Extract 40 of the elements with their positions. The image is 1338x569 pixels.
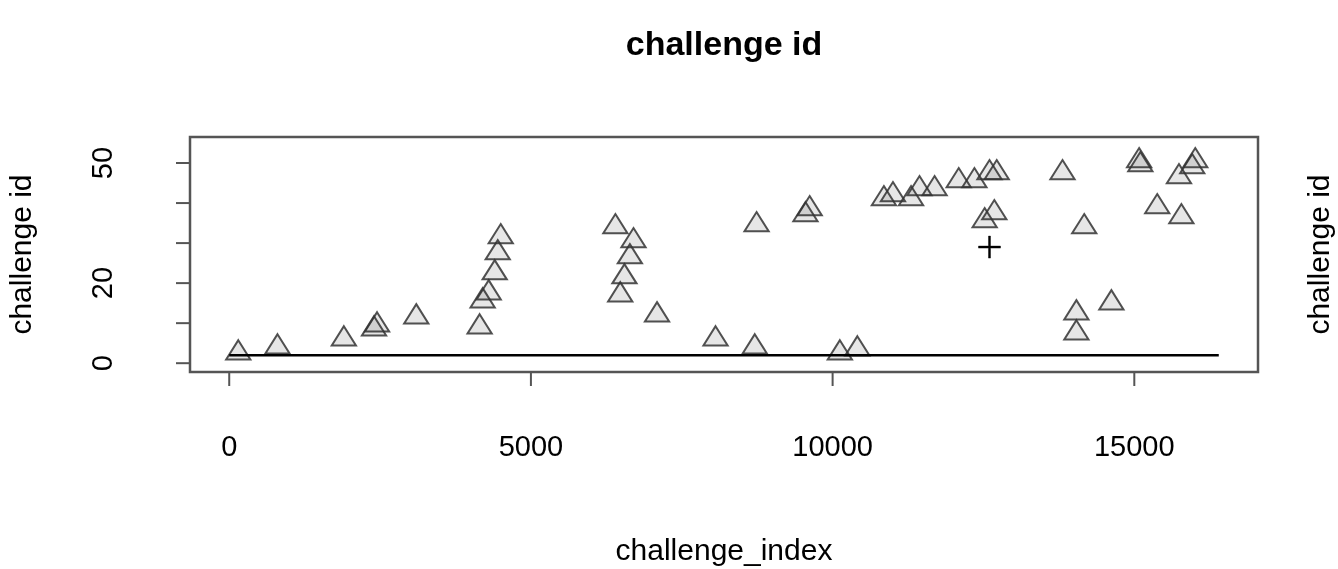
- x-tick-label: 0: [221, 430, 238, 462]
- point: [921, 175, 948, 197]
- point: [1182, 147, 1209, 169]
- point: [796, 195, 823, 217]
- point: [481, 259, 508, 281]
- point: [1098, 289, 1125, 311]
- point: [961, 167, 988, 189]
- point: [983, 159, 1010, 181]
- point: [1165, 163, 1193, 185]
- x-axis-title: challenge_index: [615, 533, 833, 566]
- point: [1063, 319, 1090, 341]
- point: [741, 333, 768, 355]
- point: [702, 325, 729, 347]
- x-tick-label: 5000: [498, 430, 564, 462]
- point: [330, 325, 357, 347]
- point: [1168, 203, 1195, 225]
- point: [487, 223, 514, 245]
- point: [1049, 159, 1076, 181]
- point: [1144, 193, 1171, 215]
- y-tick-label: 20: [86, 266, 118, 300]
- y-axis-title: challenge id: [3, 174, 37, 335]
- point: [475, 279, 502, 301]
- y-tick-label: 0: [86, 355, 118, 372]
- point: [403, 303, 430, 325]
- point: [264, 333, 291, 355]
- chart-title: challenge id: [625, 24, 823, 62]
- x-tick-label: 10000: [792, 430, 873, 462]
- x-tick-label: 15000: [1093, 430, 1175, 462]
- y-tick-label: 50: [86, 146, 118, 180]
- point: [981, 199, 1008, 221]
- point: [611, 263, 638, 285]
- point: [466, 313, 493, 335]
- point: [602, 213, 629, 235]
- point: [978, 235, 1001, 259]
- point: [743, 211, 770, 233]
- point: [1063, 299, 1090, 321]
- point: [643, 301, 671, 323]
- y2-axis-title: challenge id: [1301, 174, 1335, 335]
- point: [620, 227, 647, 249]
- point: [1071, 213, 1098, 235]
